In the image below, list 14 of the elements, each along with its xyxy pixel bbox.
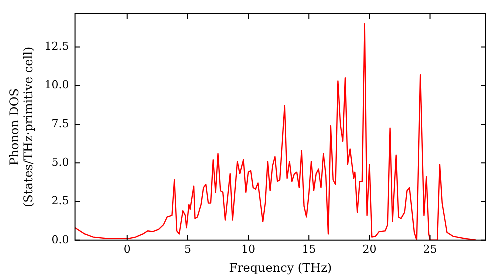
x-tick-label: 10: [242, 242, 256, 256]
x-tick-label: 20: [362, 242, 377, 256]
y-axis-title: Phonon DOS (States/THz·primitive cell): [7, 46, 36, 208]
y-tick-label: 12.5: [44, 40, 70, 54]
x-tick-label: 0: [124, 242, 131, 256]
y-tick-label: 0.0: [52, 233, 70, 246]
y-tick-label: 2.5: [52, 194, 70, 208]
y-tick-label: 10.0: [44, 78, 70, 92]
y-tick-label: 7.5: [52, 117, 70, 130]
x-tick-label: 25: [423, 242, 438, 256]
x-tick-label: 15: [302, 242, 316, 256]
x-axis-title: Frequency (THz): [229, 260, 332, 275]
y-tick-label: 5.0: [52, 156, 70, 169]
x-tick-label: 5: [184, 242, 192, 256]
